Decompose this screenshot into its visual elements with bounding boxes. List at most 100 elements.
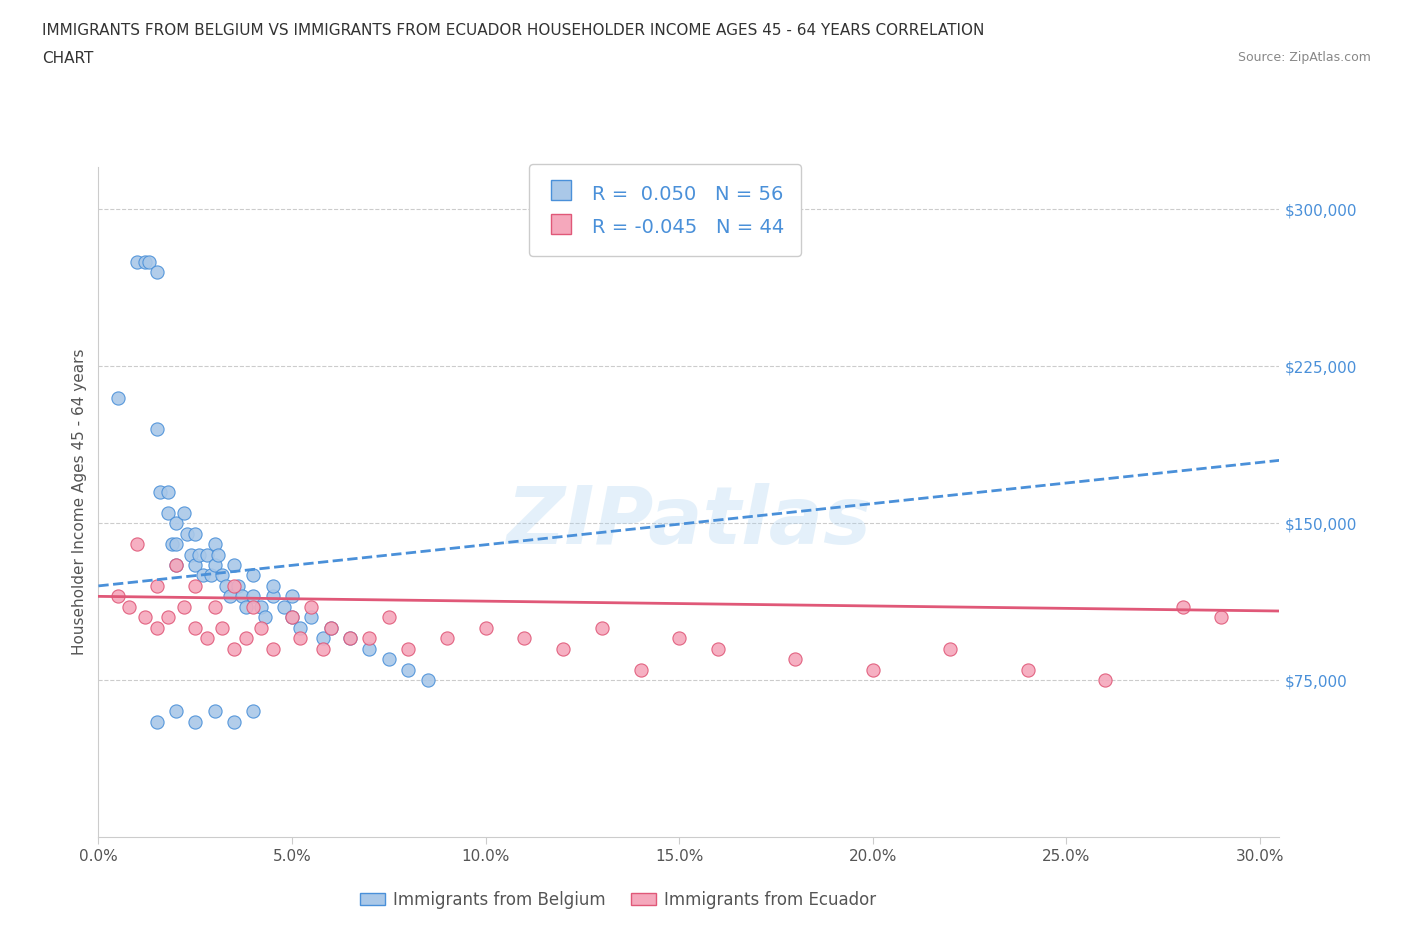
Point xyxy=(262,578,284,593)
Point xyxy=(222,578,245,593)
Point xyxy=(359,631,381,645)
Point xyxy=(204,537,226,551)
Point xyxy=(281,610,304,625)
Point xyxy=(359,642,381,657)
Point xyxy=(165,516,187,531)
Point xyxy=(184,558,207,573)
Point xyxy=(668,631,690,645)
Point xyxy=(160,537,183,551)
Point xyxy=(184,620,207,635)
Point xyxy=(231,589,253,604)
Point xyxy=(211,568,233,583)
Point xyxy=(235,600,257,615)
Point xyxy=(250,600,273,615)
Point xyxy=(145,578,167,593)
Point xyxy=(312,631,335,645)
Point xyxy=(184,714,207,729)
Point xyxy=(242,704,264,719)
Point xyxy=(1094,672,1116,687)
Point xyxy=(157,485,180,499)
Point xyxy=(204,600,226,615)
Point xyxy=(173,600,195,615)
Point xyxy=(219,589,242,604)
Point xyxy=(191,568,214,583)
Point xyxy=(288,620,311,635)
Point xyxy=(378,610,401,625)
Point xyxy=(145,714,167,729)
Point xyxy=(281,610,304,625)
Point xyxy=(157,505,180,520)
Text: Source: ZipAtlas.com: Source: ZipAtlas.com xyxy=(1237,51,1371,64)
Point xyxy=(939,642,962,657)
Point xyxy=(262,642,284,657)
Point xyxy=(107,589,129,604)
Point xyxy=(165,558,187,573)
Point xyxy=(222,642,245,657)
Point xyxy=(149,485,172,499)
Point xyxy=(339,631,361,645)
Point xyxy=(138,254,160,269)
Point xyxy=(184,526,207,541)
Point xyxy=(118,600,141,615)
Point xyxy=(215,578,238,593)
Point xyxy=(1171,600,1194,615)
Point xyxy=(145,421,167,436)
Point xyxy=(1211,610,1233,625)
Point xyxy=(862,662,884,677)
Point xyxy=(200,568,222,583)
Point xyxy=(242,589,264,604)
Point xyxy=(127,537,149,551)
Point xyxy=(250,620,273,635)
Text: IMMIGRANTS FROM BELGIUM VS IMMIGRANTS FROM ECUADOR HOUSEHOLDER INCOME AGES 45 - : IMMIGRANTS FROM BELGIUM VS IMMIGRANTS FR… xyxy=(42,23,984,38)
Point xyxy=(204,558,226,573)
Point xyxy=(222,558,245,573)
Point xyxy=(378,652,401,667)
Point xyxy=(222,714,245,729)
Point xyxy=(180,547,202,562)
Point xyxy=(165,537,187,551)
Point xyxy=(127,254,149,269)
Point xyxy=(339,631,361,645)
Point xyxy=(312,642,335,657)
Point xyxy=(204,704,226,719)
Point xyxy=(273,600,295,615)
Point xyxy=(195,631,218,645)
Legend: Immigrants from Belgium, Immigrants from Ecuador: Immigrants from Belgium, Immigrants from… xyxy=(353,884,883,916)
Point xyxy=(436,631,458,645)
Point xyxy=(145,265,167,280)
Point xyxy=(513,631,536,645)
Point xyxy=(630,662,652,677)
Point xyxy=(145,620,167,635)
Point xyxy=(165,558,187,573)
Point xyxy=(157,610,180,625)
Point xyxy=(207,547,229,562)
Point xyxy=(281,589,304,604)
Point xyxy=(1017,662,1039,677)
Point xyxy=(474,620,496,635)
Point xyxy=(188,547,211,562)
Point xyxy=(253,610,276,625)
Text: CHART: CHART xyxy=(42,51,94,66)
Point xyxy=(134,254,156,269)
Point xyxy=(173,505,195,520)
Point xyxy=(416,672,439,687)
Point xyxy=(288,631,311,645)
Point xyxy=(242,600,264,615)
Point xyxy=(319,620,342,635)
Point xyxy=(211,620,233,635)
Point xyxy=(591,620,613,635)
Point xyxy=(299,600,322,615)
Point xyxy=(107,391,129,405)
Point xyxy=(396,662,419,677)
Point xyxy=(707,642,730,657)
Point xyxy=(165,704,187,719)
Point xyxy=(242,568,264,583)
Y-axis label: Householder Income Ages 45 - 64 years: Householder Income Ages 45 - 64 years xyxy=(72,349,87,656)
Point xyxy=(176,526,198,541)
Point xyxy=(299,610,322,625)
Point xyxy=(262,589,284,604)
Point xyxy=(551,642,574,657)
Point xyxy=(184,578,207,593)
Point xyxy=(319,620,342,635)
Point xyxy=(396,642,419,657)
